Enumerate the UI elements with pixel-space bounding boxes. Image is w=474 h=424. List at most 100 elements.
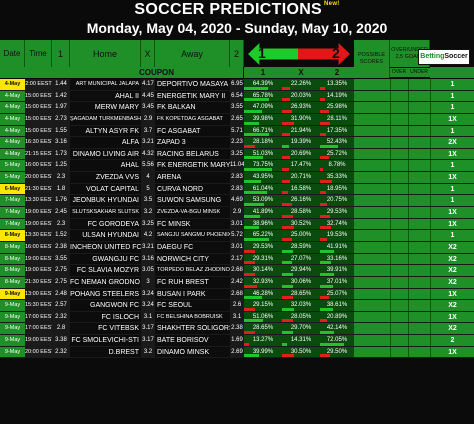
home-team[interactable]: AHAL II: [70, 90, 141, 102]
odd-home[interactable]: 1.42: [52, 90, 70, 102]
odd-home[interactable]: 1.76: [52, 195, 70, 207]
away-team[interactable]: SHAKHTER SOLIGORSK: [155, 323, 230, 335]
table-row[interactable]: 8-May 19:00 EEST 2.75 FC SLAVIA MOZYR 3.05 TO…: [0, 265, 474, 277]
odd-away[interactable]: 3.1: [230, 311, 244, 323]
odd-away[interactable]: 11.04: [230, 160, 244, 172]
home-team[interactable]: D.BREST: [70, 346, 141, 358]
table-row[interactable]: 7-May 19:00 EEST 2.3 FC GORODEYA 3.25 FC MINS…: [0, 218, 474, 231]
odd-away[interactable]: 2.83: [230, 183, 244, 195]
odd-home[interactable]: 3.16: [52, 137, 70, 148]
away-team[interactable]: CURVA NORD: [155, 183, 230, 195]
odd-away[interactable]: 1.69: [230, 335, 244, 346]
home-team[interactable]: FC ISLOCH: [70, 311, 141, 323]
away-team[interactable]: DINAMO MINSK: [155, 346, 230, 358]
away-team[interactable]: SUWON SAMSUNG: [155, 195, 230, 207]
home-team[interactable]: POHANG STEELERS: [70, 288, 141, 300]
odd-home[interactable]: 2.32: [52, 311, 70, 323]
away-team[interactable]: ZAPAD 3: [155, 137, 230, 148]
odd-draw[interactable]: 3.2: [141, 207, 155, 218]
odd-draw[interactable]: 2.9: [141, 113, 155, 125]
table-row[interactable]: 4-May 15:00 EEST 1.42 AHAL II 4.45 ENERGETIK …: [0, 90, 474, 103]
home-team[interactable]: SLUTSKSAKHAR SLUTSK: [70, 207, 141, 218]
away-team[interactable]: FK ENERGETIK MARY: [155, 160, 230, 172]
odd-home[interactable]: 2.3: [52, 218, 70, 230]
odd-away[interactable]: 3.25: [230, 148, 244, 160]
table-row[interactable]: 9-May 15:30 EEST 2.57 GANGWON FC 3.24 FC SEOU…: [0, 300, 474, 312]
away-team[interactable]: DEPORTIVO MASAYA: [155, 79, 230, 90]
odd-away[interactable]: 6.95: [230, 79, 244, 90]
odd-draw[interactable]: 5.56: [141, 160, 155, 172]
odd-home[interactable]: 2.3: [52, 172, 70, 183]
odd-home[interactable]: 3.38: [52, 335, 70, 346]
away-team[interactable]: ENERGETIK MARY II: [155, 90, 230, 102]
odd-home[interactable]: 2.57: [52, 300, 70, 311]
odd-draw[interactable]: 3.5: [141, 195, 155, 207]
odd-home[interactable]: 2.32: [52, 346, 70, 358]
home-team[interactable]: FC SLAVIA MOZYR: [70, 265, 141, 276]
home-team[interactable]: ALFA: [70, 137, 141, 148]
home-team[interactable]: DINAMO LIVING AIR: [70, 148, 141, 160]
odd-away[interactable]: 2.42: [230, 276, 244, 288]
odd-draw[interactable]: 3.17: [141, 335, 155, 346]
odd-draw[interactable]: 3.05: [141, 265, 155, 276]
away-team[interactable]: ARENA: [155, 172, 230, 183]
odd-home[interactable]: 1.44: [52, 79, 70, 90]
away-team[interactable]: FC BELSHINA BOBRUISK: [155, 311, 230, 323]
odd-home[interactable]: 1.8: [52, 183, 70, 195]
odd-home[interactable]: 2.48: [52, 288, 70, 300]
away-team[interactable]: FK KOPETDAG ASGABAT: [155, 113, 230, 125]
odd-away[interactable]: 5.72: [230, 230, 244, 241]
away-team[interactable]: FC SEOUL: [155, 300, 230, 311]
table-row[interactable]: 9-May 17:00 EEST 2.32 FC ISLOCH 3.1 FC BELSHI…: [0, 311, 474, 324]
table-row[interactable]: 4-May 16:30 EEST 3.16 ALFA 3.21 ZAPAD 3 2.23 28…: [0, 137, 474, 149]
odd-home[interactable]: 1.73: [52, 148, 70, 160]
home-team[interactable]: GWANGJU FC: [70, 253, 141, 265]
away-team[interactable]: NORWICH CITY: [155, 253, 230, 265]
home-team[interactable]: JEONBUK HYUNDAI: [70, 195, 141, 207]
away-team[interactable]: TORPEDO BELAZ ZHODINO: [155, 265, 230, 276]
home-team[interactable]: GANGWON FC: [70, 300, 141, 311]
home-team[interactable]: FC GORODEYA: [70, 218, 141, 230]
odd-away[interactable]: 3.01: [230, 241, 244, 253]
odd-draw[interactable]: 3.25: [141, 218, 155, 230]
odd-draw[interactable]: 3.16: [141, 253, 155, 265]
odd-away[interactable]: 2.68: [230, 265, 244, 276]
odd-home[interactable]: 2.75: [52, 265, 70, 276]
table-row[interactable]: 8-May 16:00 EEST 2.38 INCHEON UNITED FC 3.21…: [0, 241, 474, 254]
away-team[interactable]: FC RUH BREST: [155, 276, 230, 288]
home-team[interactable]: AHAL: [70, 160, 141, 172]
table-row[interactable]: 8-May 13:30 EEST 1.52 ULSAN HYUNDAI 4.2 SANGJ…: [0, 230, 474, 242]
odd-draw[interactable]: 3.1: [141, 311, 155, 323]
home-team[interactable]: FC NEMAN GRODNO: [70, 276, 141, 288]
away-team[interactable]: FK BALKAN: [155, 102, 230, 113]
odd-away[interactable]: 6.54: [230, 90, 244, 102]
odd-away[interactable]: 2.23: [230, 137, 244, 148]
table-row[interactable]: 4-May 15:00 EEST 1.55 ALTYN ASYR FK 3.7 FC AS…: [0, 125, 474, 138]
odd-away[interactable]: 2.65: [230, 113, 244, 125]
odd-draw[interactable]: 4.45: [141, 90, 155, 102]
table-row[interactable]: 5-May 16:00 EEST 1.25 AHAL 5.56 FK ENERGETIK …: [0, 160, 474, 173]
odd-away[interactable]: 2.83: [230, 172, 244, 183]
odd-draw[interactable]: 3.24: [141, 288, 155, 300]
odd-home[interactable]: 2.73: [52, 113, 70, 125]
odd-home[interactable]: 2.38: [52, 241, 70, 253]
table-row[interactable]: 7-May 13:30 EEST 1.76 JEONBUK HYUNDAI 3.5 SUW…: [0, 195, 474, 208]
away-team[interactable]: SANGJU SANGMU PHOENIX: [155, 230, 230, 241]
home-team[interactable]: VOLAT CAPITAL: [70, 183, 141, 195]
table-row[interactable]: 4-May 15:00 EEST 1.97 MERW MARY 3.45 FK BALKA…: [0, 102, 474, 114]
home-team[interactable]: FC SMOLEVICHI-STI: [70, 335, 141, 346]
odd-draw[interactable]: 5: [141, 183, 155, 195]
odd-draw[interactable]: 3.17: [141, 323, 155, 335]
home-team[interactable]: ALTYN ASYR FK: [70, 125, 141, 137]
home-team[interactable]: ULSAN HYUNDAI: [70, 230, 141, 241]
away-team[interactable]: RACING BELARUS: [155, 148, 230, 160]
away-team[interactable]: BUSAN I PARK: [155, 288, 230, 300]
odd-away[interactable]: 2.17: [230, 253, 244, 265]
odd-draw[interactable]: 3.7: [141, 125, 155, 137]
odd-away[interactable]: 5.71: [230, 125, 244, 137]
odd-draw[interactable]: 3.24: [141, 300, 155, 311]
odd-home[interactable]: 1.97: [52, 102, 70, 113]
odd-away[interactable]: 3.01: [230, 218, 244, 230]
table-row[interactable]: 9-May 13:00 EEST 2.48 POHANG STEELERS 3.24 BU…: [0, 288, 474, 301]
odd-draw[interactable]: 4.32: [141, 148, 155, 160]
